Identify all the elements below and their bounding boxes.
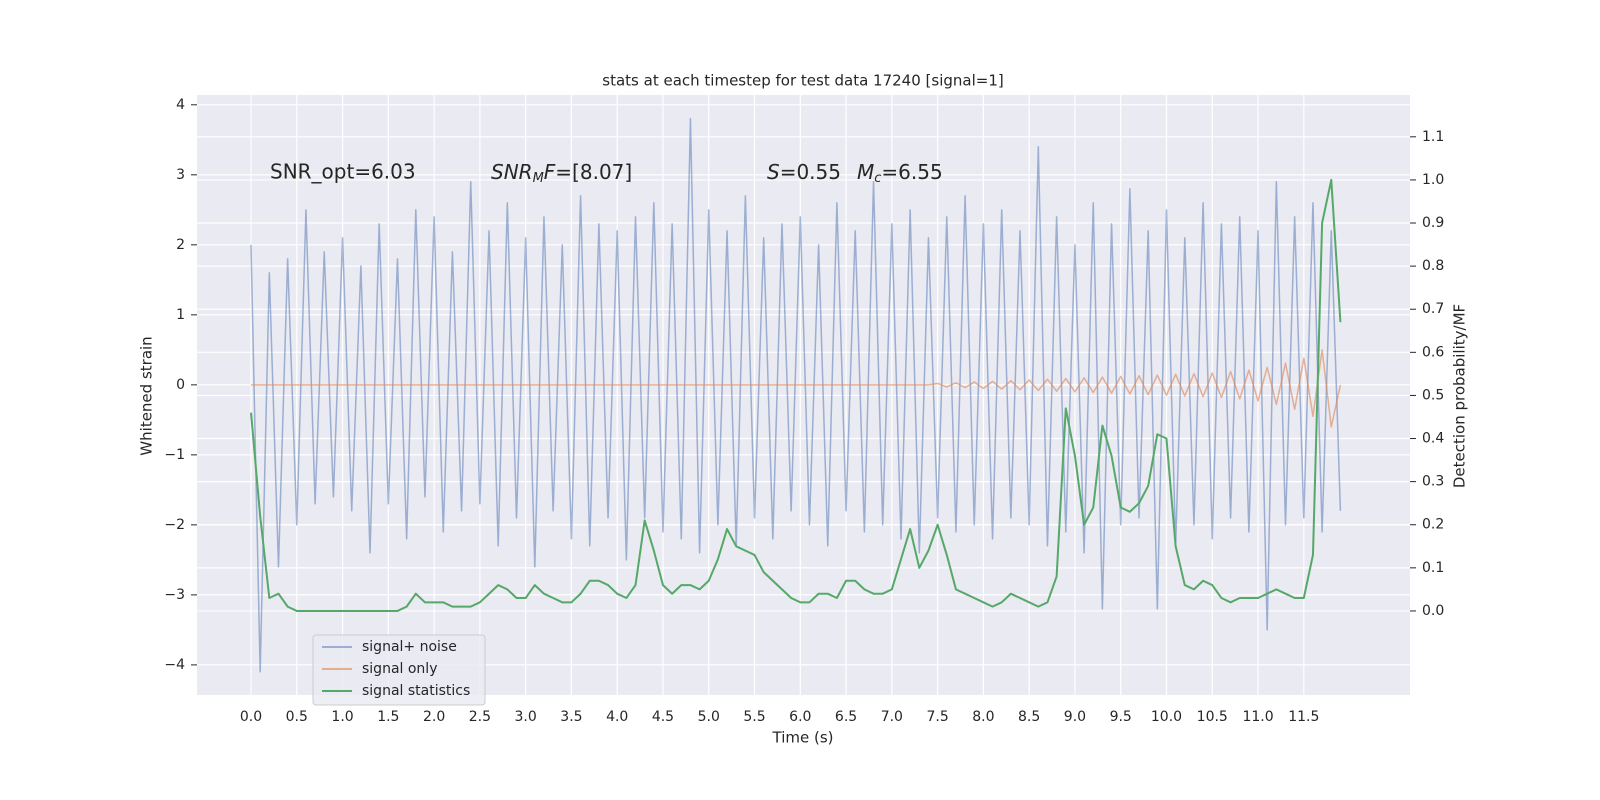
- x-tick-label: 4.0: [606, 709, 628, 725]
- legend: signal+ noise signal only signal statistic…: [312, 634, 486, 706]
- grid: [197, 95, 1410, 695]
- x-tick-label: 9.0: [1064, 709, 1086, 725]
- annotation: SNR_opt=6.03: [270, 160, 416, 184]
- x-tick-label: 0.5: [286, 709, 308, 725]
- y2-tick-label: 0.3: [1422, 474, 1444, 490]
- legend-box: [312, 634, 486, 706]
- x-tick-label: 1.0: [331, 709, 353, 725]
- y2-tick-label: 0.7: [1422, 301, 1444, 317]
- y-tick-label: 4: [176, 97, 185, 113]
- x-tick-label: 5.0: [698, 709, 720, 725]
- y-tick-label: 1: [176, 307, 185, 323]
- y2-tick-label: 0.8: [1422, 258, 1444, 274]
- y-tick-label: −3: [164, 587, 185, 603]
- y-tick-label: −2: [164, 517, 185, 533]
- annotation: S=0.55 Mc=6.55: [767, 160, 943, 186]
- y2-tick-label: 0.0: [1422, 603, 1444, 619]
- y2-tick-label: 0.4: [1422, 431, 1444, 447]
- x-tick-label: 6.0: [789, 709, 811, 725]
- x-tick-label: 10.0: [1151, 709, 1182, 725]
- annotation-part: F: [544, 160, 556, 184]
- annotation-part: M: [857, 160, 874, 184]
- legend-label: signal+ noise: [362, 639, 457, 655]
- x-tick-label: 8.0: [972, 709, 994, 725]
- series-line: [250, 118, 1342, 673]
- x-tick-label: 9.5: [1110, 709, 1132, 725]
- annotation: SNRMF=[8.07]: [491, 160, 632, 186]
- y-tick-label: −1: [164, 447, 185, 463]
- x-tick-label: 1.5: [377, 709, 399, 725]
- annotation-part: S: [767, 160, 780, 184]
- x-tick-label: 0.0: [240, 709, 262, 725]
- x-tick-label: 7.0: [881, 709, 903, 725]
- y-tick-label: −4: [164, 657, 185, 673]
- x-tick-label: 10.5: [1197, 709, 1228, 725]
- y2-tick-label: 1.0: [1422, 172, 1444, 188]
- chart-title: stats at each timestep for test data 172…: [602, 72, 1003, 90]
- annotation-part: c: [874, 171, 881, 186]
- x-tick-label: 2.5: [469, 709, 491, 725]
- y2-tick-label: 0.9: [1422, 215, 1444, 231]
- x-axis-label: Time (s): [772, 729, 834, 747]
- annotation-part: SNR: [491, 160, 533, 184]
- y-axis-label: Whitened strain: [138, 336, 156, 455]
- legend-label: signal only: [362, 661, 437, 677]
- y-tick-label: 2: [176, 237, 185, 253]
- y2-tick-label: 1.1: [1422, 129, 1444, 145]
- x-tick-label: 3.0: [515, 709, 537, 725]
- x-tick-label: 11.0: [1242, 709, 1273, 725]
- x-tick-label: 2.0: [423, 709, 445, 725]
- annotation-part: =[8.07]: [555, 160, 632, 184]
- x-tick-label: 11.5: [1288, 709, 1319, 725]
- x-tick-label: 3.5: [560, 709, 582, 725]
- annotation-part: =6.55: [881, 160, 942, 184]
- y2-axis-label: Detection probability/MF: [1451, 304, 1469, 488]
- y-tick-label: 3: [176, 167, 185, 183]
- y-tick-label: 0: [176, 377, 185, 393]
- y2-tick-label: 0.2: [1422, 517, 1444, 533]
- y2-tick-label: 0.6: [1422, 344, 1444, 360]
- x-tick-label: 6.5: [835, 709, 857, 725]
- annotation-part: =0.55: [780, 160, 841, 184]
- series-line: [250, 178, 1342, 612]
- x-tick-label: 7.5: [926, 709, 948, 725]
- axes: 0.0 0.5 1.0 1.5 2.0 2.5 3.0 3.5 4.0 4.5 5.0 5.5 6.0 6…: [164, 97, 1444, 725]
- x-tick-label: 8.5: [1018, 709, 1040, 725]
- y2-tick-label: 0.1: [1422, 560, 1444, 576]
- y2-tick-label: 0.5: [1422, 387, 1444, 403]
- series-line: [251, 349, 1342, 428]
- x-tick-label: 5.5: [743, 709, 765, 725]
- annotation-part: M: [533, 171, 544, 186]
- marks: [250, 118, 1342, 673]
- x-tick-label: 4.5: [652, 709, 674, 725]
- legend-label: signal statistics: [362, 683, 470, 699]
